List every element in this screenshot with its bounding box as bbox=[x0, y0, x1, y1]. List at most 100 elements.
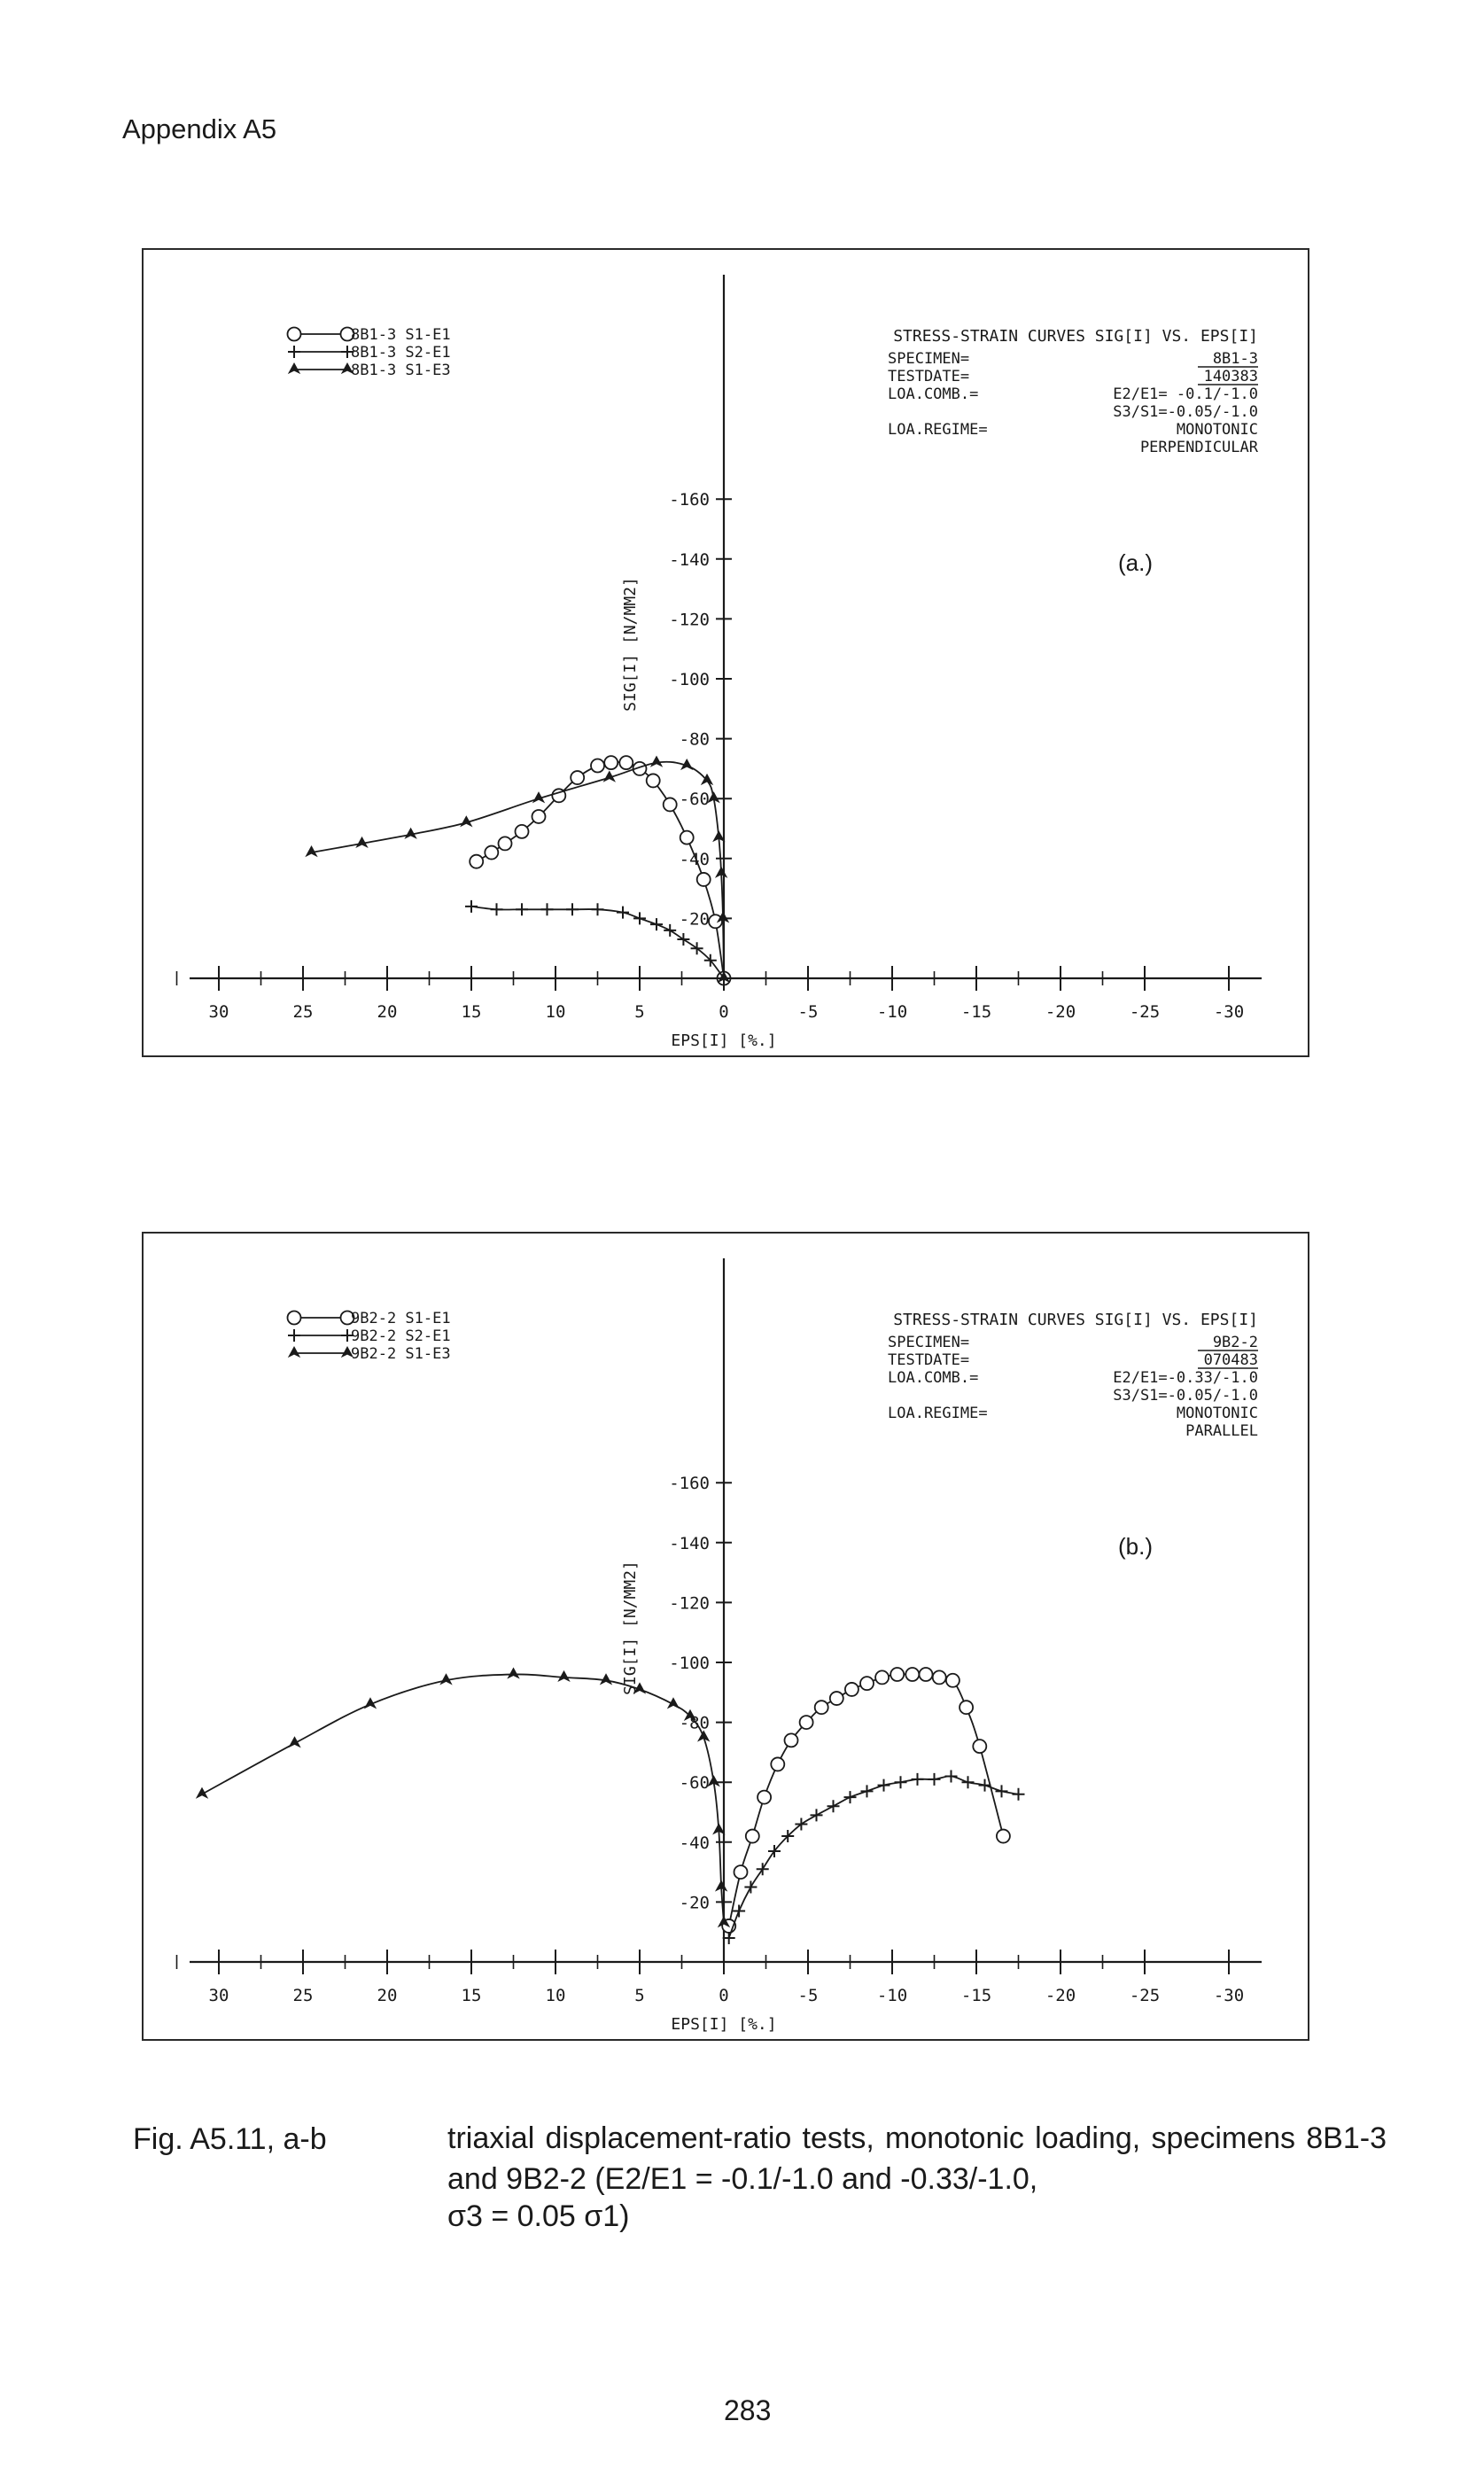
x-tick-label: 15 bbox=[462, 1986, 482, 2005]
legend-label: 9B2-2 S2-E1 bbox=[351, 1327, 451, 1345]
legend-label: 8B1-3 S1-E3 bbox=[351, 362, 451, 379]
data-point bbox=[363, 1697, 377, 1709]
data-point bbox=[633, 912, 646, 925]
y-tick-label: -100 bbox=[669, 670, 710, 689]
y-tick-label: -20 bbox=[680, 1893, 710, 1912]
data-point bbox=[617, 906, 629, 919]
data-point bbox=[959, 1700, 974, 1716]
data-point bbox=[877, 1779, 890, 1792]
x-tick-label: -5 bbox=[798, 1986, 819, 2005]
data-point bbox=[712, 830, 726, 843]
series-line bbox=[201, 1673, 725, 1924]
data-point bbox=[890, 1667, 905, 1682]
legend-label: 9B2-2 S1-E1 bbox=[351, 1310, 451, 1327]
info-key: LOA.COMB.= bbox=[888, 385, 978, 403]
y-tick-label: -20 bbox=[680, 909, 710, 929]
data-point bbox=[859, 1676, 874, 1692]
data-point bbox=[591, 903, 604, 916]
data-point bbox=[497, 836, 513, 852]
data-point bbox=[195, 1786, 209, 1799]
data-point bbox=[680, 758, 694, 771]
data-point bbox=[781, 1830, 795, 1843]
data-point bbox=[944, 1770, 958, 1783]
x-tick-label: -15 bbox=[961, 1986, 991, 2005]
x-tick-label: -10 bbox=[877, 1986, 907, 2005]
y-axis-label: SIG[I] [N/MM2] bbox=[621, 1561, 640, 1695]
data-point bbox=[722, 1931, 735, 1944]
x-tick-label: -20 bbox=[1045, 1986, 1076, 2005]
data-point bbox=[1012, 1787, 1025, 1801]
x-tick-label: 15 bbox=[462, 1002, 482, 1022]
data-point bbox=[666, 1697, 680, 1709]
data-point bbox=[928, 1772, 941, 1786]
panel-label: (b.) bbox=[1118, 1533, 1153, 1560]
series-circle bbox=[469, 755, 732, 986]
data-point bbox=[288, 1736, 301, 1748]
x-tick-label: 25 bbox=[293, 1986, 314, 2005]
data-point bbox=[703, 954, 717, 967]
series-plus bbox=[465, 899, 730, 985]
data-point bbox=[404, 827, 417, 839]
info-value: PERPENDICULAR bbox=[1140, 439, 1259, 456]
legend-marker-arrow bbox=[287, 362, 301, 375]
data-point bbox=[813, 1700, 829, 1716]
data-point bbox=[490, 903, 503, 916]
data-point bbox=[465, 899, 478, 913]
x-tick-label: -20 bbox=[1045, 1002, 1076, 1022]
info-value: MONOTONIC bbox=[1177, 421, 1258, 439]
data-point bbox=[707, 791, 720, 804]
chart-b-svg: 30 25 20 15 10 5 0 -5 -10 -15 -20 -25 -30 -160 -140 -12… bbox=[175, 1258, 1262, 2034]
x-tick-label: -30 bbox=[1214, 1986, 1244, 2005]
info-value: PARALLEL bbox=[1185, 1422, 1258, 1440]
data-point bbox=[484, 845, 500, 860]
x-tick-label: 10 bbox=[546, 1002, 566, 1022]
y-tick-label: -60 bbox=[680, 790, 710, 809]
series-line bbox=[727, 1775, 1019, 1939]
x-tick-label: 20 bbox=[377, 1002, 398, 1022]
data-point bbox=[717, 970, 731, 984]
x-tick-label: -5 bbox=[798, 1002, 819, 1022]
data-point bbox=[590, 758, 605, 774]
x-tick-label: -25 bbox=[1130, 1002, 1160, 1022]
y-tick-label: -160 bbox=[669, 490, 710, 510]
figure-caption-label: Fig. A5.11, a-b bbox=[133, 2122, 327, 2156]
info-key: TESTDATE= bbox=[888, 368, 969, 385]
data-point bbox=[633, 1682, 647, 1694]
x-tick-label: 5 bbox=[634, 1986, 644, 2005]
data-point bbox=[798, 1715, 814, 1730]
data-point bbox=[679, 829, 695, 845]
data-point bbox=[810, 1809, 823, 1822]
page-header: Appendix A5 bbox=[122, 113, 277, 144]
data-point bbox=[733, 1904, 746, 1918]
info-key: TESTDATE= bbox=[888, 1351, 969, 1369]
data-point bbox=[770, 1756, 786, 1772]
x-tick-label: 30 bbox=[209, 1002, 229, 1022]
y-tick-label: -40 bbox=[680, 850, 710, 869]
series-arrow bbox=[195, 1667, 731, 1928]
x-tick-label: 0 bbox=[719, 1986, 728, 2005]
data-point bbox=[602, 770, 617, 782]
data-point bbox=[645, 773, 661, 789]
data-point bbox=[649, 755, 664, 767]
y-tick-label: -120 bbox=[669, 610, 710, 629]
legend-marker-arrow bbox=[287, 1345, 301, 1358]
data-point bbox=[469, 853, 485, 869]
info-key: LOA.COMB.= bbox=[888, 1369, 978, 1387]
x-tick-label: 0 bbox=[719, 1002, 728, 1022]
y-tick-label: -100 bbox=[669, 1654, 710, 1673]
data-point bbox=[894, 1776, 907, 1789]
data-point bbox=[843, 1791, 857, 1804]
info-value: S3/S1=-0.05/-1.0 bbox=[1113, 403, 1258, 421]
legend-label: 8B1-3 S2-E1 bbox=[351, 344, 451, 362]
data-point bbox=[566, 903, 579, 916]
data-point bbox=[972, 1739, 988, 1755]
data-point bbox=[650, 918, 663, 931]
data-point bbox=[712, 1823, 726, 1835]
data-point bbox=[618, 755, 634, 771]
chart-a-svg: 30 25 20 15 10 5 0 -5 -10 -15 -20 -25 -30 -160 -140 -12… bbox=[175, 275, 1262, 1050]
series-circle bbox=[721, 1667, 1011, 1934]
chart-panel-b: 30 25 20 15 10 5 0 -5 -10 -15 -20 -25 -30 -160 -140 -12… bbox=[142, 1232, 1309, 2041]
data-point bbox=[707, 1775, 720, 1787]
data-point bbox=[708, 914, 723, 930]
data-point bbox=[540, 903, 554, 916]
